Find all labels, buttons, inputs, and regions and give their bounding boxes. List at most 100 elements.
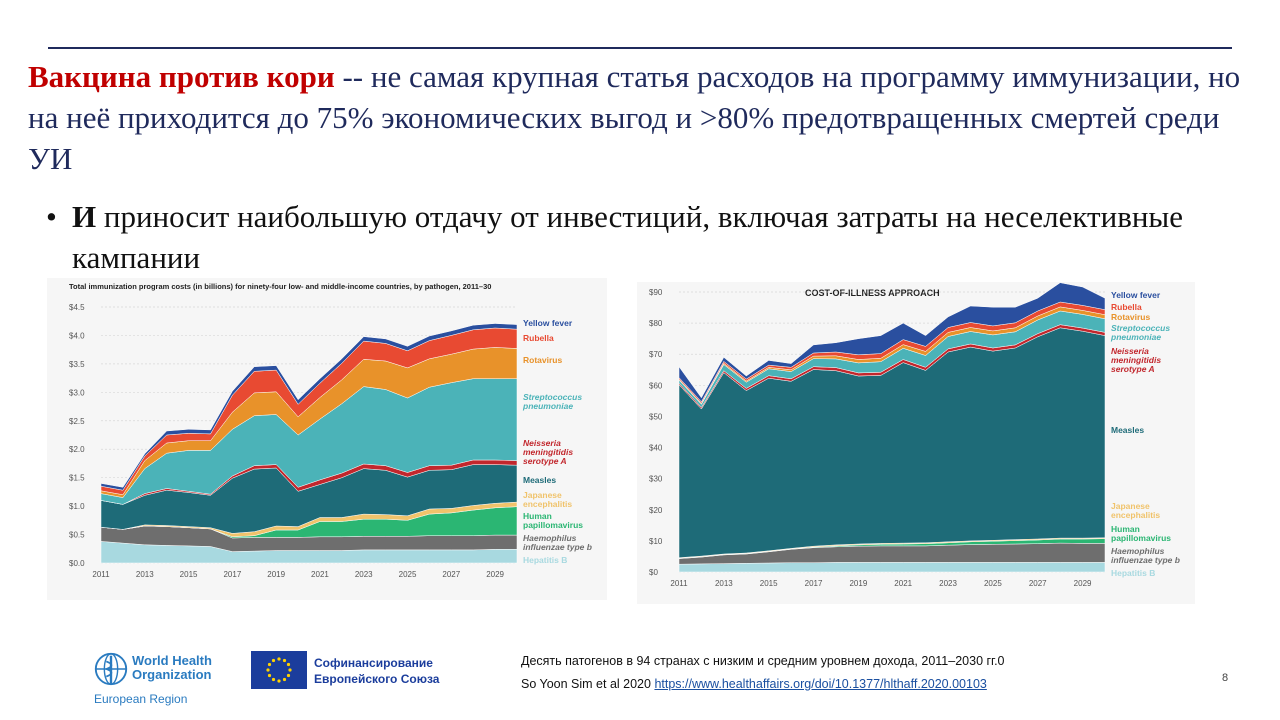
x-tick-label: 2019: [267, 570, 285, 579]
legend-japanese-encephalitis: Japanese encephalitis: [523, 490, 572, 509]
legend-line: Measles: [523, 475, 556, 485]
legend-line: Rubella: [523, 333, 554, 343]
headline: Вакцина против кори -- не самая крупная …: [28, 56, 1258, 179]
y-tick-label: $0: [649, 568, 658, 577]
x-tick-label: 2013: [715, 579, 733, 588]
x-tick-label: 2011: [670, 579, 688, 588]
y-tick-label: $2.5: [69, 417, 85, 426]
legend-line: Japanese: [1111, 501, 1150, 511]
legend-line: meningitidis: [523, 447, 573, 457]
x-tick-label: 2025: [399, 570, 417, 579]
legend-haemophilus-influenzae-type-b: Haemophilus influenzae type b: [1111, 546, 1180, 565]
eu-cofunding-text: Софинансирование Европейского Союза: [314, 655, 439, 687]
y-tick-label: $3.0: [69, 388, 85, 397]
legend-line: influenzae type b: [1111, 555, 1180, 565]
legend-measles: Measles: [523, 475, 556, 485]
eu-text-line-1: Софинансирование: [314, 656, 433, 670]
legend-neisseria-meningitidis-serotype-a: Neisseria meningitidis serotype A: [1111, 346, 1161, 374]
legend-line: Neisseria: [523, 438, 561, 448]
legend-streptococcus-pneumoniae: Streptococcus pneumoniae: [1110, 323, 1170, 342]
source-link[interactable]: https://www.healthaffairs.org/doi/10.137…: [654, 677, 987, 691]
legend-line: Rotavirus: [1111, 312, 1150, 322]
area-hepatitis-b: [678, 562, 1106, 573]
legend-line: meningitidis: [1111, 355, 1161, 365]
who-name: World Health Organization: [132, 654, 212, 682]
legend-line: pneumoniae: [1110, 332, 1161, 342]
x-tick-label: 2027: [1029, 579, 1047, 588]
legend-line: Rubella: [1111, 302, 1142, 312]
who-emblem-icon: [94, 652, 128, 686]
area-yellow-fever: [678, 282, 1106, 403]
legend-haemophilus-influenzae-type-b: Haemophilus influenzae type b: [523, 533, 592, 552]
legend-line: Yellow fever: [1111, 290, 1161, 300]
y-tick-label: $3.5: [69, 360, 85, 369]
legend-line: Neisseria: [1111, 346, 1149, 356]
x-tick-label: 2015: [760, 579, 778, 588]
legend-hepatitis-b: Hepatitis B: [1111, 568, 1155, 578]
caption-author: So Yoon Sim et al 2020: [521, 677, 655, 691]
y-tick-label: $0.5: [69, 531, 85, 540]
legend-line: papillomavirus: [523, 520, 583, 530]
x-tick-label: 2015: [180, 570, 198, 579]
bullet-dot-icon: •: [46, 199, 57, 234]
y-tick-label: $40: [649, 444, 663, 453]
legend-human-papillomavirus: Human papillomavirus: [523, 511, 583, 530]
caption-line-2: So Yoon Sim et al 2020 https://www.healt…: [521, 673, 1005, 696]
legend-yellow-fever: Yellow fever: [523, 318, 573, 328]
title-divider: [48, 47, 1232, 49]
legend-line: Haemophilus: [1111, 546, 1165, 556]
x-tick-label: 2023: [939, 579, 957, 588]
y-tick-label: $0.0: [69, 559, 85, 568]
y-tick-label: $1.0: [69, 502, 85, 511]
eu-flag-icon: [251, 651, 307, 689]
legend-line: Hepatitis B: [1111, 568, 1155, 578]
legend-line: serotype A: [1111, 364, 1155, 374]
y-tick-label: $1.5: [69, 474, 85, 483]
legend-yellow-fever: Yellow fever: [1111, 290, 1161, 300]
y-tick-label: $10: [649, 537, 663, 546]
legend-line: Human: [1111, 524, 1140, 534]
y-tick-label: $20: [649, 506, 663, 515]
x-tick-label: 2013: [136, 570, 154, 579]
legend-streptococcus-pneumoniae: Streptococcus pneumoniae: [522, 392, 582, 411]
x-tick-label: 2029: [486, 570, 504, 579]
legend-line: Measles: [1111, 425, 1144, 435]
y-tick-label: $70: [649, 350, 663, 359]
legend-line: Hepatitis B: [523, 555, 567, 565]
legend-japanese-encephalitis: Japanese encephalitis: [1111, 501, 1160, 520]
x-tick-label: 2029: [1074, 579, 1092, 588]
legend-rubella: Rubella: [523, 333, 554, 343]
legend-line: Rotavirus: [523, 355, 562, 365]
bullet-bold: И: [72, 199, 97, 234]
legend-measles: Measles: [1111, 425, 1144, 435]
legend-rotavirus: Rotavirus: [523, 355, 562, 365]
who-logo: World Health Organization European Regio…: [92, 648, 232, 706]
legend-line: serotype A: [523, 456, 567, 466]
who-region: European Region: [94, 692, 188, 706]
chart-title: Total immunization program costs (in bil…: [69, 282, 491, 291]
x-tick-label: 2023: [355, 570, 373, 579]
legend-line: Streptococcus: [523, 392, 582, 402]
legend-line: encephalitis: [1111, 510, 1160, 520]
legend-line: Yellow fever: [523, 318, 573, 328]
bullet-text-wrap: И приносит наибольшую отдачу от инвестиц…: [72, 196, 1246, 278]
caption-line-1: Десять патогенов в 94 странах с низким и…: [521, 654, 1005, 668]
legend-human-papillomavirus: Human papillomavirus: [1111, 524, 1171, 543]
x-tick-label: 2021: [894, 579, 912, 588]
x-tick-label: 2027: [442, 570, 460, 579]
headline-highlight: Вакцина против кори: [28, 59, 335, 94]
y-tick-label: $90: [649, 288, 663, 297]
legend-neisseria-meningitidis-serotype-a: Neisseria meningitidis serotype A: [523, 438, 573, 466]
legend-line: papillomavirus: [1111, 533, 1171, 543]
legend-line: influenzae type b: [523, 542, 592, 552]
y-tick-label: $4.5: [69, 303, 85, 312]
y-tick-label: $2.0: [69, 445, 85, 454]
headline-text: -- не самая крупная статья расходов на п…: [28, 59, 1241, 176]
legend-line: encephalitis: [523, 499, 572, 509]
y-tick-label: $80: [649, 319, 663, 328]
source-caption: Десять патогенов в 94 странах с низким и…: [521, 650, 1005, 696]
y-tick-label: $50: [649, 412, 663, 421]
x-tick-label: 2025: [984, 579, 1002, 588]
x-tick-label: 2011: [92, 570, 110, 579]
legend-line: Japanese: [523, 490, 562, 500]
